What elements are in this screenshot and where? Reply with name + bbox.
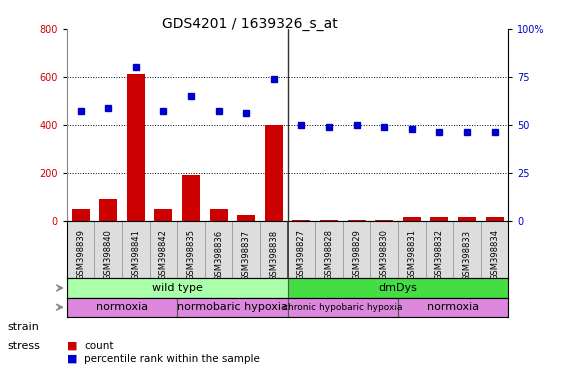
- Text: GSM398835: GSM398835: [187, 230, 195, 280]
- Text: normoxia: normoxia: [427, 302, 479, 312]
- Bar: [67, 298, 177, 317]
- Bar: [288, 298, 398, 317]
- Bar: [458, 217, 476, 221]
- Text: GSM398836: GSM398836: [214, 230, 223, 281]
- Bar: [347, 220, 365, 221]
- Text: GSM398841: GSM398841: [131, 230, 140, 280]
- Text: GSM398831: GSM398831: [407, 230, 416, 280]
- Bar: [127, 74, 145, 221]
- Text: dmDys: dmDys: [379, 283, 417, 293]
- Text: GSM398833: GSM398833: [462, 230, 471, 281]
- Text: GSM398840: GSM398840: [104, 230, 113, 280]
- Text: stress: stress: [8, 341, 41, 351]
- Bar: [398, 298, 508, 317]
- Bar: [320, 220, 338, 221]
- Text: strain: strain: [8, 322, 40, 332]
- Text: normobaric hypoxia: normobaric hypoxia: [177, 302, 288, 312]
- Text: GSM398842: GSM398842: [159, 230, 168, 280]
- Bar: [71, 209, 89, 221]
- Bar: [67, 278, 288, 298]
- Bar: [182, 175, 200, 221]
- Bar: [288, 278, 508, 298]
- Text: GSM398827: GSM398827: [297, 230, 306, 280]
- Bar: [431, 217, 449, 221]
- Text: ■: ■: [67, 341, 77, 351]
- Bar: [177, 298, 288, 317]
- Bar: [265, 125, 283, 221]
- Text: count: count: [84, 341, 114, 351]
- Text: GSM398837: GSM398837: [242, 230, 250, 281]
- Bar: [237, 215, 255, 221]
- Text: ■: ■: [67, 354, 77, 364]
- Text: normoxia: normoxia: [96, 302, 148, 312]
- Text: GSM398832: GSM398832: [435, 230, 444, 280]
- Text: chronic hypobaric hypoxia: chronic hypobaric hypoxia: [283, 303, 403, 312]
- Bar: [486, 217, 504, 221]
- Text: GSM398838: GSM398838: [270, 230, 278, 281]
- Bar: [155, 209, 173, 221]
- Bar: [99, 199, 117, 221]
- Text: percentile rank within the sample: percentile rank within the sample: [84, 354, 260, 364]
- Text: GSM398828: GSM398828: [325, 230, 333, 280]
- Text: wild type: wild type: [152, 283, 203, 293]
- Text: GSM398830: GSM398830: [380, 230, 389, 280]
- Bar: [292, 220, 310, 221]
- Bar: [375, 220, 393, 221]
- Bar: [403, 217, 421, 221]
- Bar: [210, 209, 228, 221]
- Text: GSM398839: GSM398839: [76, 230, 85, 280]
- Text: GSM398834: GSM398834: [490, 230, 499, 280]
- Text: GSM398829: GSM398829: [352, 230, 361, 280]
- Text: GDS4201 / 1639326_s_at: GDS4201 / 1639326_s_at: [162, 17, 338, 31]
